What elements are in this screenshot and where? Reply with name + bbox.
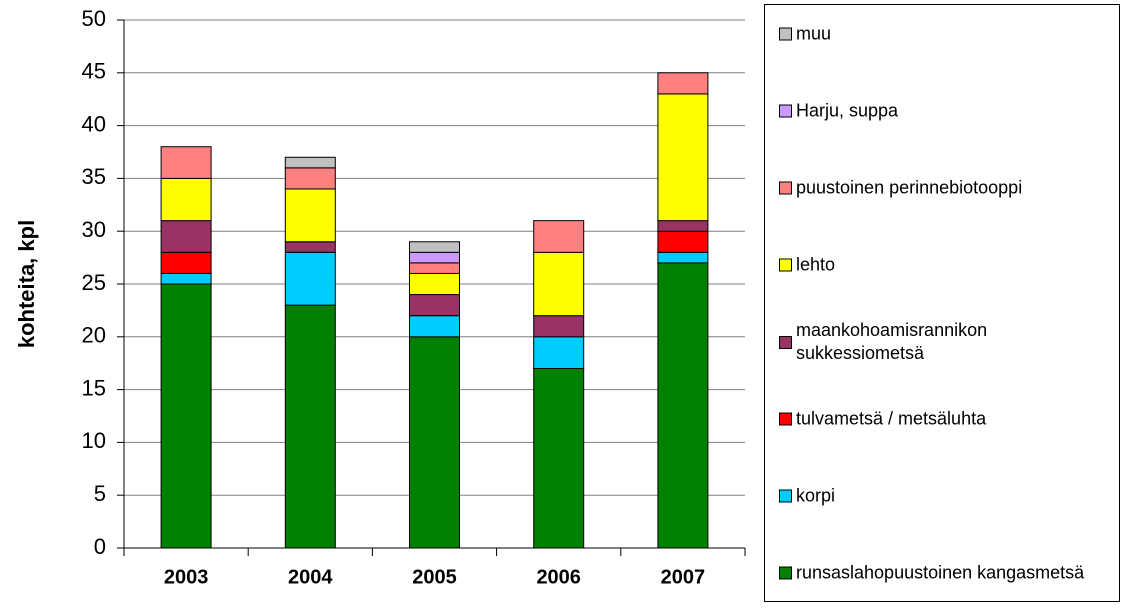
legend-label: puustoinen perinnebiotooppi xyxy=(796,177,1023,198)
y-tick-label: 30 xyxy=(82,217,106,242)
legend-label: maankohoamisrannikon sukkessiometsä xyxy=(796,320,988,363)
bar-segment xyxy=(657,93,709,222)
y-tick-label: 10 xyxy=(82,428,106,453)
bar-segment xyxy=(409,315,460,338)
y-tick-label: 20 xyxy=(82,323,106,348)
bar-segment xyxy=(409,241,460,253)
legend-swatch xyxy=(779,335,792,349)
bar-segment xyxy=(284,167,336,190)
bar-segment xyxy=(533,251,585,317)
bar-segment xyxy=(284,188,336,243)
bar-segment xyxy=(533,315,585,338)
legend-entry: lehto xyxy=(779,254,1119,277)
x-tick-label: 2005 xyxy=(412,566,457,588)
bar-segment xyxy=(657,72,709,95)
y-tick-label: 45 xyxy=(82,59,106,84)
legend-label: lehto xyxy=(796,254,836,275)
bar-segment xyxy=(284,251,336,306)
bar-segment xyxy=(409,262,460,274)
plot: kohteita, kpl 0 5 10 15 20 25 30 35 40 45 50 2003 20… xyxy=(14,6,746,588)
legend-entry: Harju, suppa xyxy=(779,100,1119,123)
legend-entry: muu xyxy=(779,23,1119,46)
bar-segment xyxy=(409,336,460,549)
bar-segment xyxy=(657,230,709,253)
legend-swatch xyxy=(779,104,792,118)
y-tick-label: 25 xyxy=(82,270,106,295)
legend-label: korpi xyxy=(796,485,836,506)
bar-segment xyxy=(160,283,212,549)
bar-segment xyxy=(160,251,212,274)
legend-swatch xyxy=(779,258,792,272)
legend-entry: maankohoamisrannikon sukkessiometsä xyxy=(779,319,1119,365)
x-tick-label: 2003 xyxy=(164,566,209,588)
bar-segment xyxy=(160,272,212,285)
legend-label: runsaslahopuustoinen kangasmetsä xyxy=(796,562,1085,583)
bar-segment xyxy=(160,146,212,179)
legend-entry: runsaslahopuustoinen kangasmetsä xyxy=(779,562,1119,585)
bar-segment xyxy=(284,241,336,253)
legend-entry: puustoinen perinnebiotooppi xyxy=(779,177,1119,200)
bar-segment xyxy=(284,156,336,169)
bar-segment xyxy=(160,220,212,253)
legend-entry: tulvametsä / metsäluhta xyxy=(779,408,1119,431)
legend: runsaslahopuustoinen kangasmetsä korpi tul… xyxy=(764,4,1120,602)
bar-segment xyxy=(284,304,336,549)
y-tick-label: 35 xyxy=(82,164,106,189)
x-tick-label: 2006 xyxy=(536,566,581,588)
x-tick-label: 2004 xyxy=(288,566,333,588)
legend-swatch xyxy=(779,489,792,503)
legend-label: tulvametsä / metsäluhta xyxy=(796,408,987,429)
y-tick-label: 50 xyxy=(82,6,106,31)
bar-segment xyxy=(533,220,585,253)
y-tick-label: 40 xyxy=(82,111,106,136)
bar-segment xyxy=(657,262,709,549)
y-tick-label: 0 xyxy=(94,534,106,559)
bar-segment xyxy=(657,220,709,232)
x-tick-label: 2007 xyxy=(661,566,706,588)
y-tick-label: 15 xyxy=(82,375,106,400)
bar-segment xyxy=(533,336,585,369)
legend-swatch xyxy=(779,27,792,41)
legend-swatch xyxy=(779,181,792,195)
bar-segment xyxy=(409,272,460,296)
bar-segment xyxy=(657,251,709,264)
y-tick-label: 5 xyxy=(94,481,106,506)
legend-swatch xyxy=(779,566,792,580)
legend-label: muu xyxy=(796,23,832,44)
bar-segment xyxy=(160,177,212,222)
legend-label: Harju, suppa xyxy=(796,100,899,121)
legend-entry: korpi xyxy=(779,485,1119,508)
bar-segment xyxy=(533,367,585,549)
legend-swatch xyxy=(779,412,792,426)
bar-segment xyxy=(409,294,460,317)
bar-segment xyxy=(409,251,460,264)
y-axis-title: kohteita, kpl xyxy=(14,220,39,348)
